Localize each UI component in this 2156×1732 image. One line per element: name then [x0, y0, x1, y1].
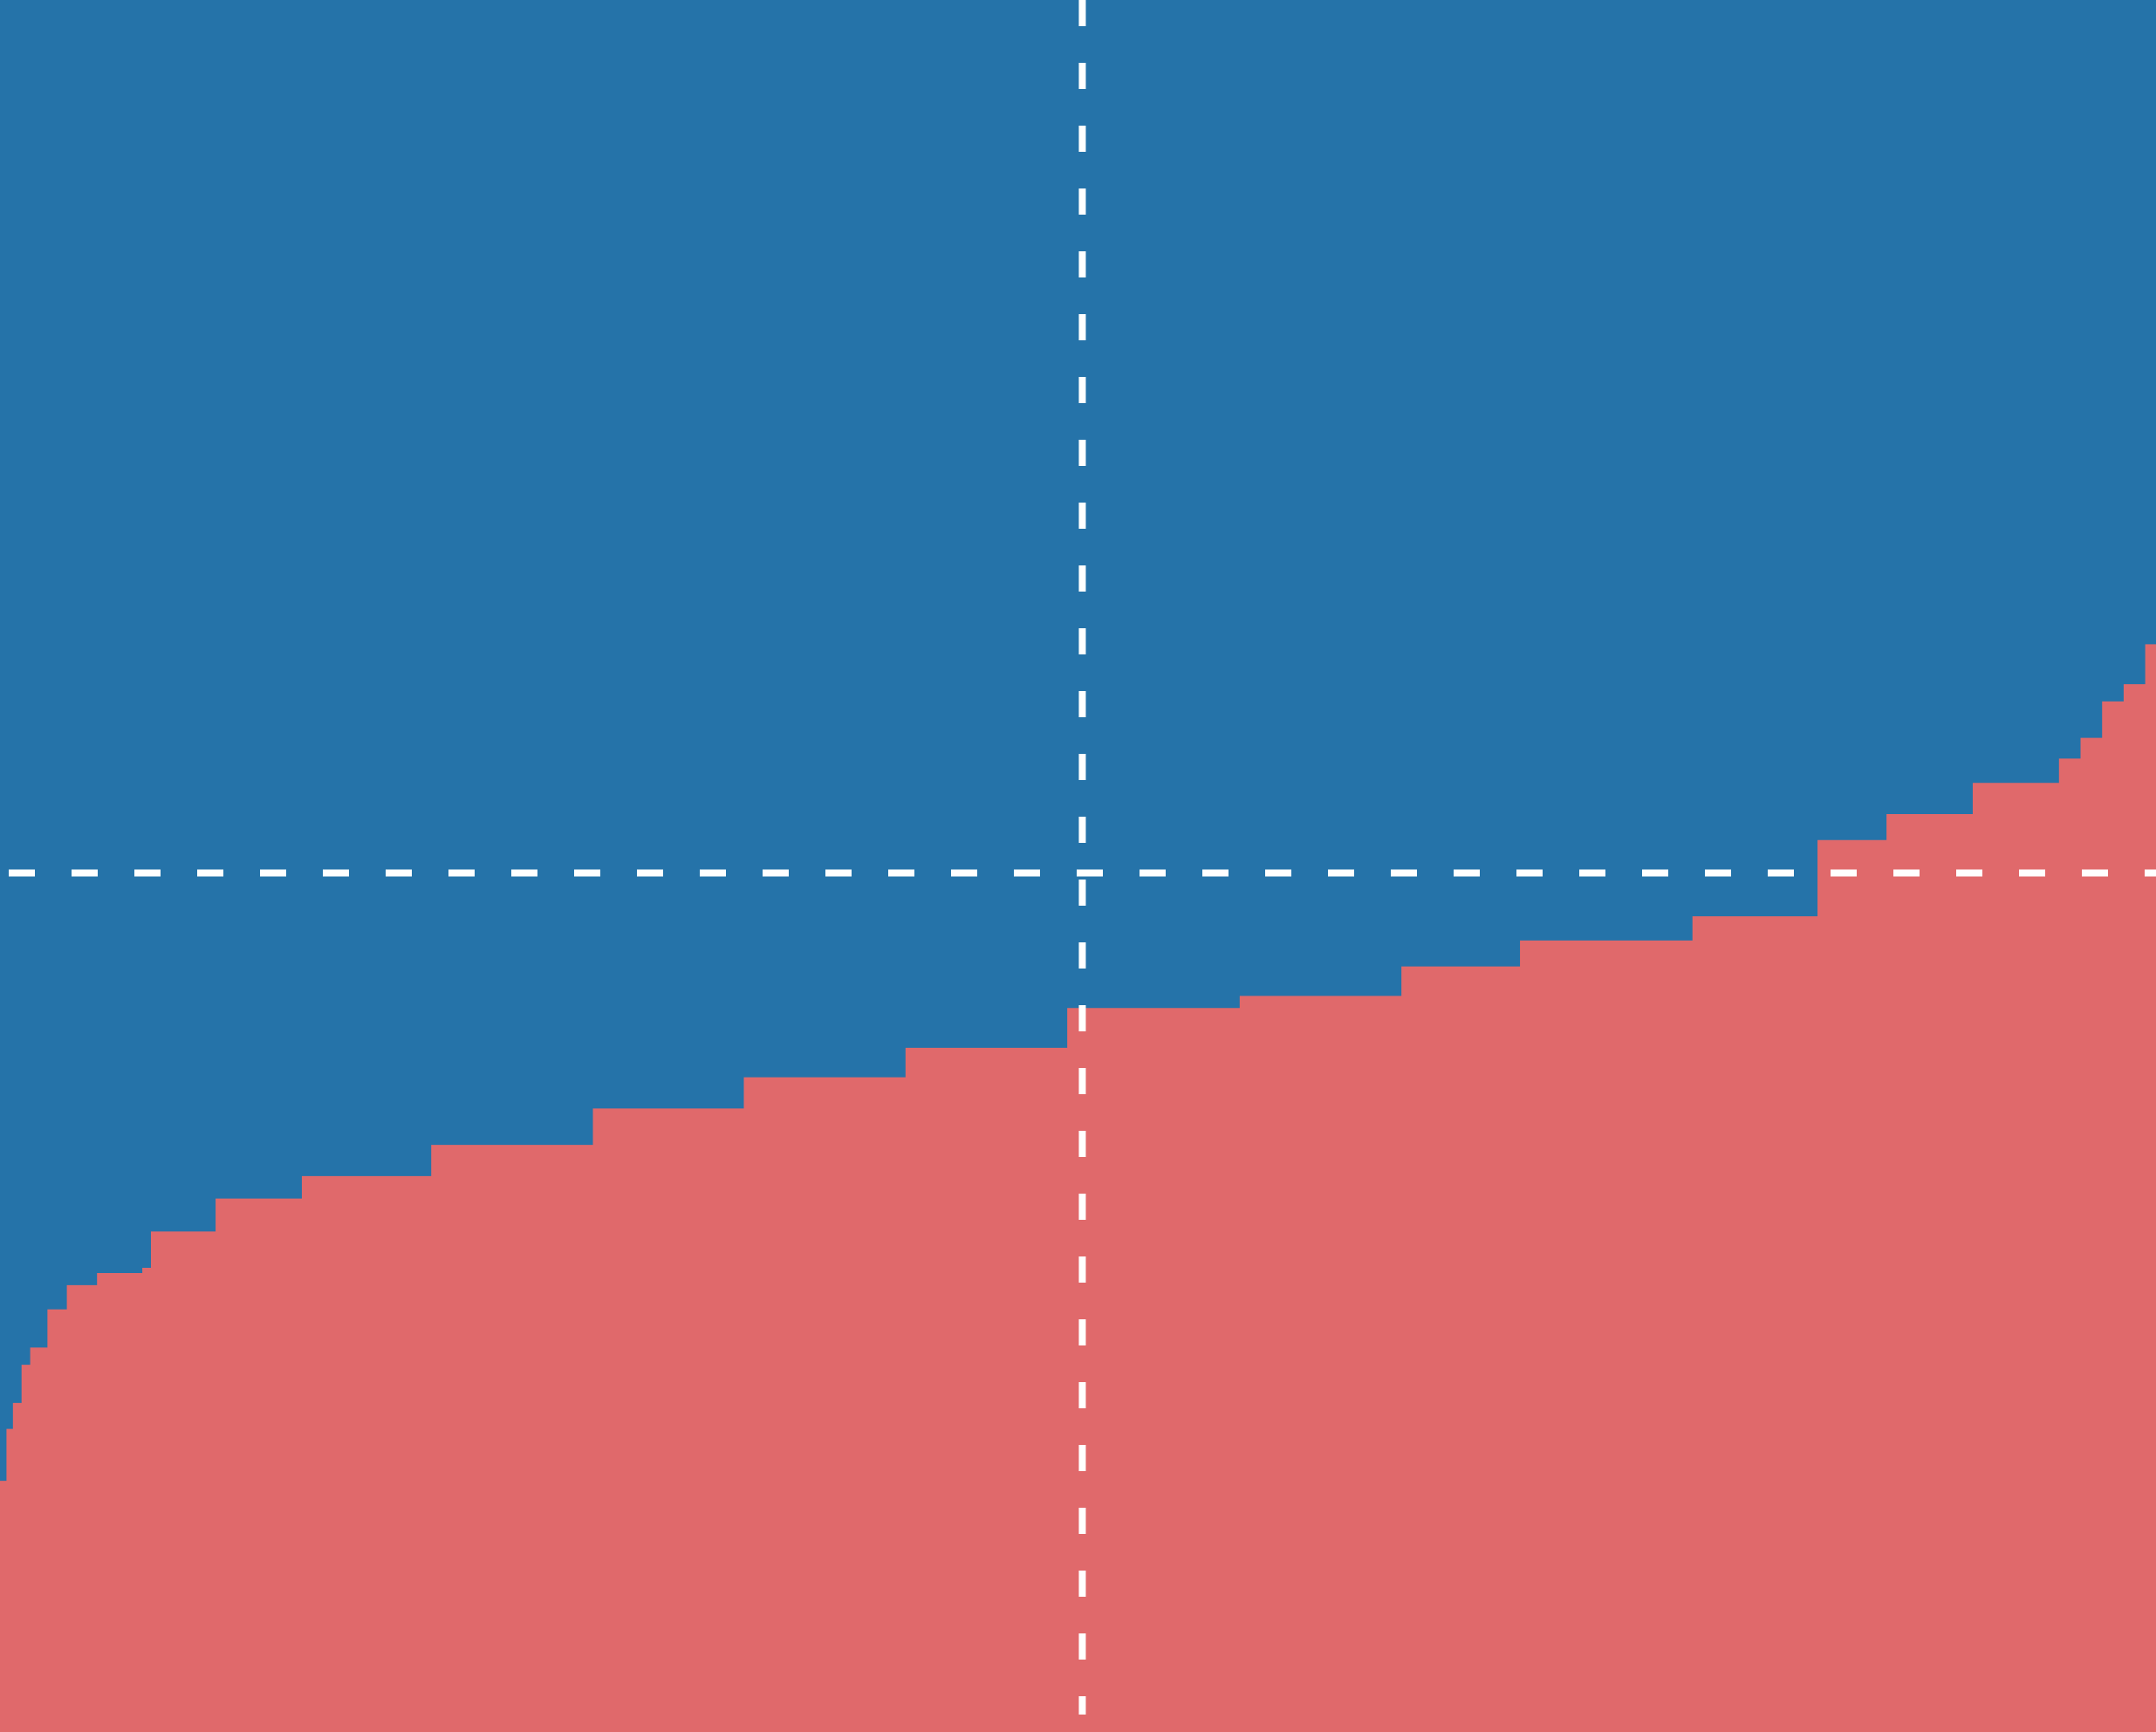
chart-marks [0, 602, 2156, 1732]
reference-lines [9, 0, 2156, 1715]
series-area-0 [0, 602, 2156, 1732]
